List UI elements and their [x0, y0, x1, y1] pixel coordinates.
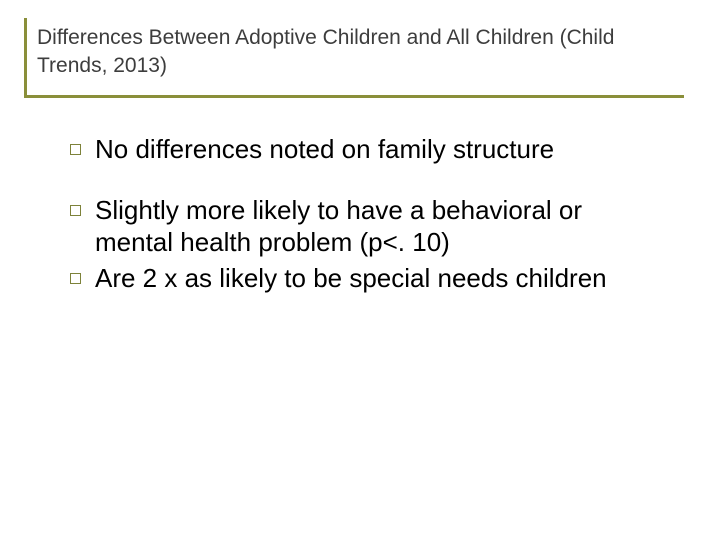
square-bullet-icon	[70, 144, 81, 155]
title-block: Differences Between Adoptive Children an…	[24, 18, 684, 98]
bullet-group: Slightly more likely to have a behaviora…	[70, 195, 666, 294]
bullet-text: Slightly more likely to have a behaviora…	[95, 195, 666, 258]
slide: Differences Between Adoptive Children an…	[0, 0, 720, 540]
square-bullet-icon	[70, 273, 81, 284]
list-item: Are 2 x as likely to be special needs ch…	[70, 263, 666, 295]
bullet-text: No differences noted on family structure	[95, 134, 666, 166]
slide-title: Differences Between Adoptive Children an…	[37, 24, 684, 81]
square-bullet-icon	[70, 205, 81, 216]
slide-content: No differences noted on family structure…	[24, 134, 696, 295]
list-item: No differences noted on family structure	[70, 134, 666, 166]
bullet-text: Are 2 x as likely to be special needs ch…	[95, 263, 666, 295]
bullet-group: No differences noted on family structure	[70, 134, 666, 166]
list-item: Slightly more likely to have a behaviora…	[70, 195, 666, 258]
